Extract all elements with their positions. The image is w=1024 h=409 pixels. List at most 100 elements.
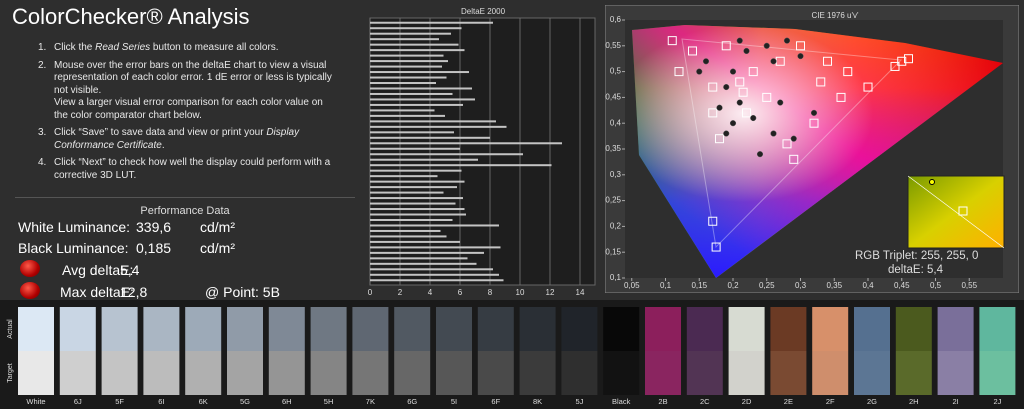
target-label: Target xyxy=(7,363,14,383)
x-tick-label: 0,5 xyxy=(930,281,942,290)
x-tick-label: 0,3 xyxy=(795,281,807,290)
measured-point xyxy=(790,135,797,142)
inset-actual xyxy=(958,206,968,216)
target-point xyxy=(708,108,718,118)
target-swatch xyxy=(728,351,765,395)
swatch-label: 2C xyxy=(700,397,710,406)
y-tick-label: 0,6 xyxy=(610,15,622,24)
swatch-label: 7K xyxy=(366,397,375,406)
target-point xyxy=(738,87,748,97)
metric-note: @ Point: 5B xyxy=(205,284,280,300)
instruction-text: Click “Next” to check how well the displ… xyxy=(54,157,338,182)
target-swatch xyxy=(143,351,180,395)
actual-swatch xyxy=(770,307,807,351)
actual-swatch xyxy=(812,307,849,351)
performance-title: Performance Data xyxy=(140,205,230,217)
bar xyxy=(370,131,454,134)
bar xyxy=(370,125,507,128)
swatch-label: 5I xyxy=(451,397,457,406)
instruction-text: Mouse over the error bars on the deltaE … xyxy=(54,60,338,98)
actual-swatch xyxy=(686,307,723,351)
bar xyxy=(370,60,448,63)
actual-label: Actual xyxy=(7,319,14,339)
target-point xyxy=(796,41,805,51)
instruction-item: 3. Click “Save” to save data and view or … xyxy=(38,127,338,152)
bar xyxy=(370,251,484,254)
y-tick-label: 0,4 xyxy=(610,118,622,127)
target-point xyxy=(711,242,721,252)
bar xyxy=(370,142,562,145)
target-swatch xyxy=(812,351,849,395)
bar xyxy=(370,273,499,276)
bar xyxy=(370,218,453,221)
bar xyxy=(370,32,451,35)
bar xyxy=(370,197,463,200)
measured-point xyxy=(777,99,784,106)
metric-value: 5,4 xyxy=(120,262,140,278)
instruction-text: Click “Save” to save data and view or pr… xyxy=(54,127,338,152)
target-point xyxy=(762,92,772,102)
target-swatch xyxy=(561,351,598,395)
y-tick-label: 0,45 xyxy=(605,93,621,102)
target-swatch xyxy=(979,351,1016,395)
target-swatch xyxy=(394,351,431,395)
measured-point xyxy=(729,120,737,127)
bar xyxy=(370,229,441,232)
bar xyxy=(370,43,459,46)
text-run: Read Series xyxy=(95,42,151,53)
target-swatch xyxy=(645,351,681,395)
swatch-label: 2F xyxy=(826,397,835,406)
actual-swatch xyxy=(18,307,54,351)
bar xyxy=(370,109,435,112)
bar xyxy=(370,76,447,79)
measured-point xyxy=(716,104,723,111)
y-tick-label: 0,1 xyxy=(610,273,622,282)
target-swatch xyxy=(519,351,556,395)
swatch-label: 6G xyxy=(407,397,417,406)
actual-swatch xyxy=(394,307,431,351)
item-number: 3. xyxy=(38,127,47,138)
inset-line xyxy=(907,175,1005,249)
actual-swatch xyxy=(268,307,305,351)
text-run: . xyxy=(161,139,165,151)
measured-point xyxy=(783,37,791,44)
text-run: Click “Save” to save data and view or pr… xyxy=(54,127,267,138)
y-tick-label: 0,35 xyxy=(605,144,621,153)
bar xyxy=(370,208,465,211)
swatch-label: White xyxy=(26,397,45,406)
swatch-label: 6I xyxy=(158,397,164,406)
actual-swatch xyxy=(937,307,974,351)
bar xyxy=(370,246,501,249)
x-tick-label: 0 xyxy=(368,288,373,297)
target-point xyxy=(721,41,731,51)
x-tick-label: 4 xyxy=(428,288,433,297)
swatch-label: 2H xyxy=(909,397,919,406)
target-point xyxy=(823,56,832,66)
inset-target xyxy=(929,179,935,185)
bar xyxy=(370,213,466,216)
measured-point xyxy=(696,68,703,75)
target-point xyxy=(782,139,792,149)
measured-point xyxy=(736,99,743,106)
bar xyxy=(370,38,439,41)
swatch-label: 2B xyxy=(658,397,667,406)
measured-point xyxy=(763,42,770,49)
metric-value: 12,8 xyxy=(120,284,148,300)
actual-swatch xyxy=(854,307,890,351)
actual-swatch xyxy=(728,307,765,351)
item-number: 2. xyxy=(38,59,47,71)
metric-value: 0,185 xyxy=(136,240,172,256)
instruction-item: 1. Click the Read Series button to measur… xyxy=(38,42,338,55)
swatch-label: 2I xyxy=(952,397,958,406)
target-point xyxy=(708,82,718,92)
bar xyxy=(370,98,475,101)
text-run: Display Conformance Certificate xyxy=(54,127,300,151)
bar xyxy=(370,279,504,282)
swatch-label: 2G xyxy=(867,397,877,406)
target-point xyxy=(742,108,751,118)
target-swatch xyxy=(59,351,96,395)
swatch-label: 5J xyxy=(575,397,583,406)
swatch-label: 5G xyxy=(240,397,250,406)
swatch-label: 2J xyxy=(993,397,1001,406)
measured-point xyxy=(756,151,764,158)
